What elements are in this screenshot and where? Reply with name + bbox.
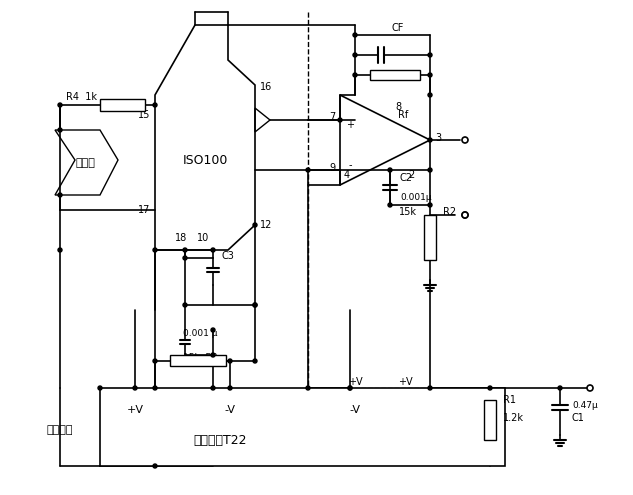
- Text: 0.001 μ: 0.001 μ: [183, 329, 217, 338]
- Text: 15k  R3: 15k R3: [183, 353, 217, 362]
- Text: +V: +V: [127, 405, 144, 415]
- Text: 4: 4: [344, 170, 350, 180]
- Bar: [370, 70, 420, 80]
- Circle shape: [488, 386, 492, 390]
- Circle shape: [253, 223, 257, 227]
- Circle shape: [183, 248, 187, 252]
- Polygon shape: [155, 25, 255, 250]
- Text: -: -: [348, 160, 352, 170]
- Circle shape: [183, 303, 187, 307]
- Text: ISO100: ISO100: [182, 153, 228, 166]
- Text: 1.2k: 1.2k: [503, 413, 524, 423]
- Circle shape: [211, 353, 215, 357]
- Text: Rf: Rf: [398, 110, 408, 120]
- Circle shape: [428, 386, 432, 390]
- Text: R2: R2: [443, 207, 456, 217]
- Text: C1: C1: [572, 413, 585, 423]
- Text: R1: R1: [503, 395, 516, 405]
- Circle shape: [228, 359, 232, 363]
- Circle shape: [353, 53, 357, 57]
- Text: +: +: [346, 120, 354, 130]
- Bar: [100, 99, 145, 111]
- Bar: [424, 215, 436, 260]
- Circle shape: [353, 33, 357, 37]
- Circle shape: [306, 168, 310, 172]
- Text: 9: 9: [329, 163, 335, 173]
- Circle shape: [462, 212, 468, 218]
- Circle shape: [428, 53, 432, 57]
- Text: 0.001μ: 0.001μ: [400, 194, 432, 202]
- Text: 冷端补偿: 冷端补偿: [47, 425, 73, 435]
- Circle shape: [348, 386, 352, 390]
- Circle shape: [211, 386, 215, 390]
- Text: -V: -V: [225, 405, 235, 415]
- Text: C3: C3: [222, 251, 235, 261]
- Circle shape: [98, 386, 102, 390]
- Circle shape: [353, 73, 357, 77]
- Circle shape: [428, 138, 432, 142]
- Circle shape: [211, 328, 215, 332]
- Circle shape: [348, 386, 352, 390]
- Text: 10: 10: [197, 233, 210, 243]
- Circle shape: [153, 464, 157, 468]
- Text: 3: 3: [435, 133, 441, 143]
- Circle shape: [58, 193, 62, 197]
- Circle shape: [428, 73, 432, 77]
- Text: +V: +V: [348, 377, 362, 387]
- Bar: [170, 355, 226, 366]
- Circle shape: [58, 128, 62, 132]
- Text: 2: 2: [408, 170, 414, 180]
- Text: 隔离电源T22: 隔离电源T22: [193, 434, 247, 446]
- Circle shape: [153, 386, 157, 390]
- Text: CF: CF: [392, 23, 404, 33]
- Text: C2: C2: [400, 173, 413, 183]
- Circle shape: [462, 137, 468, 143]
- Circle shape: [428, 203, 432, 207]
- Text: 15k: 15k: [399, 207, 417, 217]
- Text: 12: 12: [260, 220, 272, 230]
- Text: 8: 8: [395, 102, 401, 112]
- Circle shape: [253, 359, 257, 363]
- Circle shape: [183, 256, 187, 260]
- Circle shape: [388, 168, 392, 172]
- Circle shape: [428, 93, 432, 97]
- Bar: [100, 388, 505, 466]
- Circle shape: [211, 248, 215, 252]
- Circle shape: [153, 103, 157, 107]
- Text: 17: 17: [137, 205, 150, 215]
- Circle shape: [587, 385, 593, 391]
- Text: R4  1k: R4 1k: [66, 92, 97, 102]
- Text: -V: -V: [349, 405, 361, 415]
- Text: 16: 16: [260, 82, 272, 92]
- Text: 15: 15: [137, 110, 150, 120]
- Circle shape: [133, 386, 137, 390]
- Circle shape: [428, 168, 432, 172]
- Circle shape: [253, 303, 257, 307]
- Bar: [484, 400, 496, 440]
- Circle shape: [58, 248, 62, 252]
- Text: 7: 7: [329, 112, 335, 122]
- Circle shape: [153, 248, 157, 252]
- Text: 18: 18: [175, 233, 187, 243]
- Circle shape: [228, 386, 232, 390]
- Circle shape: [253, 303, 257, 307]
- Polygon shape: [340, 95, 430, 185]
- Text: 热电偶: 热电偶: [75, 158, 95, 168]
- Text: +V: +V: [398, 377, 412, 387]
- Circle shape: [558, 386, 562, 390]
- Circle shape: [58, 103, 62, 107]
- Circle shape: [153, 359, 157, 363]
- Circle shape: [338, 118, 342, 122]
- Circle shape: [462, 212, 468, 218]
- Circle shape: [306, 386, 310, 390]
- Circle shape: [388, 203, 392, 207]
- Text: 0.47μ: 0.47μ: [572, 400, 598, 409]
